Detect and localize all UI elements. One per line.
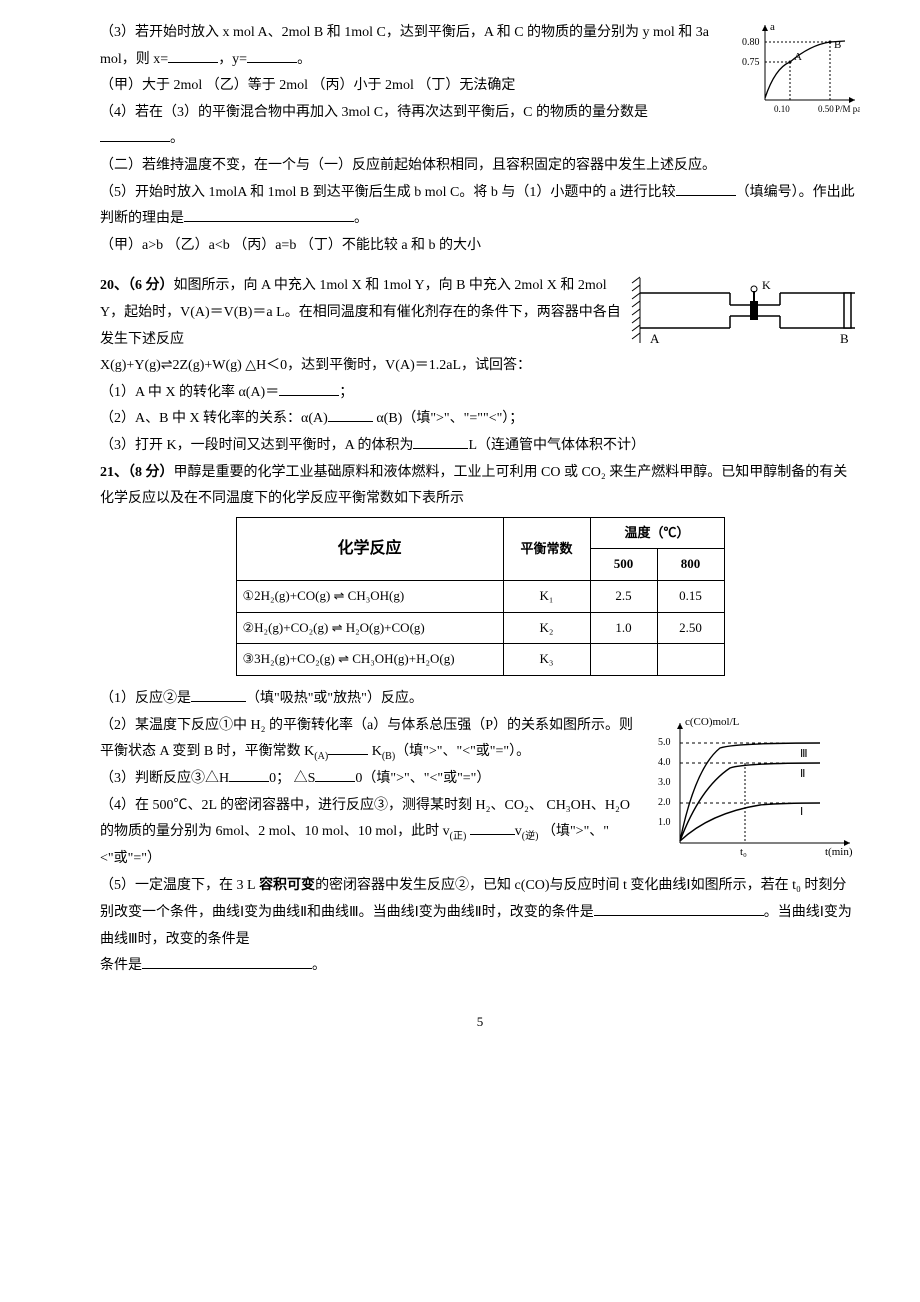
ytick-0: 0.80: [742, 37, 760, 48]
q21-p2: （2）某温度下反应①中 H₂ 的平衡转化率（a）与体系总压强（P）的关系如图所示…: [100, 713, 644, 766]
blank-q21-3b[interactable]: [315, 767, 355, 782]
q21-p4: （4）在 500℃、2L 的密闭容器中，进行反应③，测得某时刻 H₂、CO₂、 …: [100, 793, 644, 873]
blank-q21-4[interactable]: [470, 820, 515, 835]
table-row: ③3H₂(g)+CO₂(g) ⇌ CH₃OH(g)+H₂O(g) K₃: [236, 644, 724, 676]
question-21-intro: 21、（8 分）甲醇是重要的化学工业基础原料和液体燃料，工业上可利用 CO 或 …: [100, 460, 860, 513]
blank-q21-3a[interactable]: [229, 767, 269, 782]
co-concentration-chart: c(CO)mol/L 5.0 4.0 3.0 2.0 1.0 Ⅲ Ⅱ Ⅰ t₀ …: [650, 713, 860, 874]
svg-text:Ⅱ: Ⅱ: [800, 768, 805, 780]
q20-p1: （1）A 中 X 的转化率 α(A)＝；: [100, 380, 860, 407]
blank-q21-2[interactable]: [328, 740, 368, 755]
question-5-options: （甲）a>b （乙）a<b （丙）a=b （丁）不能比较 a 和 b 的大小: [100, 233, 860, 260]
svg-text:Ⅲ: Ⅲ: [800, 748, 808, 760]
blank-q4[interactable]: [100, 127, 170, 142]
top-alpha-chart: a 0.80 0.75 A B 0.10 0.50 P/M pa: [740, 20, 860, 131]
question-20-intro: 20、（6 分）如图所示，向 A 中充入 1mol X 和 1mol Y，向 B…: [100, 273, 624, 379]
page-number: 5: [100, 1010, 860, 1035]
blank-q20-1[interactable]: [279, 381, 339, 396]
blank-y[interactable]: [247, 48, 297, 63]
table-row: ①2H₂(g)+CO(g) ⇌ CH₃OH(g) K₁ 2.5 0.15: [236, 581, 724, 613]
xtick-1: 0.50: [818, 104, 834, 114]
blank-q21-5b[interactable]: [142, 954, 312, 969]
blank-q21-5a[interactable]: [594, 901, 764, 916]
q21-p1: （1）反应②是（填"吸热"或"放热"）反应。: [100, 686, 860, 713]
apparatus-diagram: A B K: [630, 273, 860, 364]
section-2-intro: （二）若维持温度不变，在一个与（一）反应前起始体积相同，且容积固定的容器中发生上…: [100, 153, 860, 180]
blank-x[interactable]: [168, 48, 218, 63]
svg-text:3.0: 3.0: [658, 777, 671, 788]
svg-text:5.0: 5.0: [658, 737, 671, 748]
xtick-0: 0.10: [774, 104, 790, 114]
q20-p3: （3）打开 K，一段时间又达到平衡时，A 的体积为L（连通管中气体体积不计）: [100, 433, 860, 460]
svg-text:c(CO)mol/L: c(CO)mol/L: [685, 716, 740, 728]
svg-text:4.0: 4.0: [658, 757, 671, 768]
svg-text:t(min): t(min): [825, 846, 853, 858]
svg-text:t₀: t₀: [740, 846, 747, 858]
svg-text:K: K: [762, 278, 771, 292]
blank-q5a[interactable]: [676, 181, 736, 196]
q21-p5: （5）一定温度下，在 3 L 容积可变的密闭容器中发生反应②，已知 c(CO)与…: [100, 873, 860, 979]
point-a: A: [794, 51, 802, 63]
svg-text:B: B: [840, 331, 849, 346]
blank-q21-1[interactable]: [191, 687, 246, 702]
svg-text:1.0: 1.0: [658, 817, 671, 828]
y-axis-label: a: [770, 21, 775, 33]
question-5: （5）开始时放入 1molA 和 1mol B 到达平衡后生成 b mol C。…: [100, 180, 860, 233]
q21-p3: （3）判断反应③△H0； △S0（填">"、"<"或"="）: [100, 766, 644, 793]
svg-text:Ⅰ: Ⅰ: [800, 806, 803, 818]
blank-q20-2[interactable]: [328, 407, 373, 422]
point-b: B: [834, 39, 841, 51]
q20-p2: （2）A、B 中 X 转化率的关系：α(A) α(B)（填">"、"=""<"）…: [100, 406, 860, 433]
svg-text:2.0: 2.0: [658, 797, 671, 808]
blank-q20-3[interactable]: [413, 434, 468, 449]
ytick-1: 0.75: [742, 57, 760, 68]
reaction-table: 化学反应 平衡常数 温度（℃） 500 800 ①2H₂(g)+CO(g) ⇌ …: [236, 517, 725, 676]
blank-q5b[interactable]: [184, 207, 354, 222]
table-row: ②H₂(g)+CO₂(g) ⇌ H₂O(g)+CO(g) K₂ 1.0 2.50: [236, 612, 724, 644]
x-axis-label: P/M pa: [835, 104, 860, 114]
svg-text:A: A: [650, 331, 660, 346]
